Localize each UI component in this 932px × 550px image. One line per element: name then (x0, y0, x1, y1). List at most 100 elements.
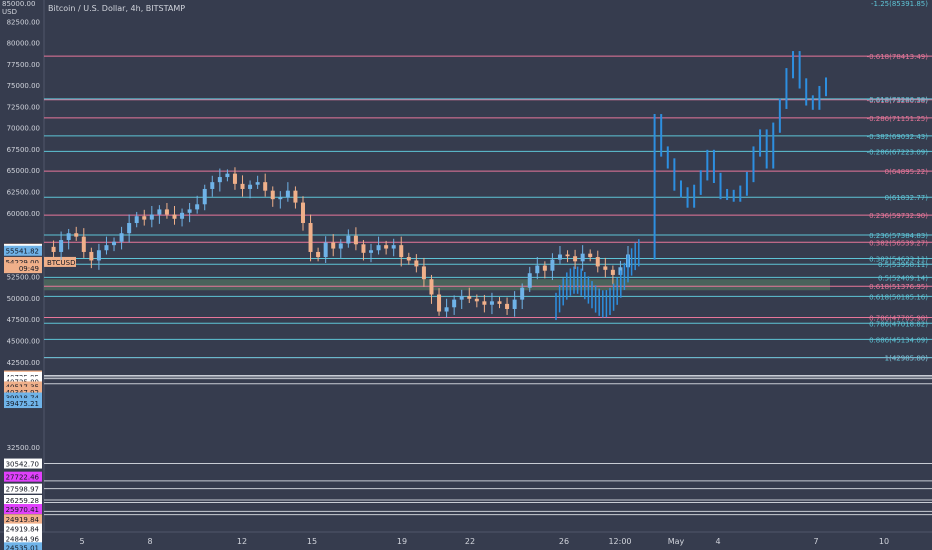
price-tag (4, 514, 42, 525)
fib-label-pink: 0.618(51376.95) (869, 283, 928, 291)
candle-body (134, 216, 139, 224)
y-tick-label: 50000.00 (7, 295, 40, 303)
x-tick-label: 26 (559, 537, 569, 546)
candle-body (202, 188, 207, 205)
fib-label-cyan: 0.5(53958.11) (878, 261, 928, 269)
candle-body (361, 244, 366, 253)
price-tag (4, 495, 42, 506)
price-tag (4, 533, 42, 544)
candle-body (248, 184, 253, 189)
candle-body (96, 250, 101, 261)
axis-currency-label: 85000.00 USD (2, 0, 36, 16)
candle-body (157, 209, 162, 215)
ticker-label: BTCUSD (47, 259, 76, 267)
candle-body (149, 214, 154, 220)
candle-body (338, 243, 343, 249)
candle-body (369, 250, 374, 253)
price-tag-label: 25970.41 (6, 506, 39, 514)
fib-label-cyan: -0.618(73280.38) (867, 96, 929, 104)
fib-label-pink: 0.786(47705.98) (869, 314, 928, 322)
candle-body (180, 212, 185, 219)
candle-body (89, 251, 94, 261)
x-tick-label: 8 (147, 537, 152, 546)
y-tick-label: 60000.00 (7, 210, 40, 218)
fib-label-cyan: 0.618(50185.16) (869, 293, 928, 301)
y-tick-label: 70000.00 (7, 125, 40, 133)
x-tick-label: 12:00 (608, 537, 631, 546)
price-tag-label: 24844.96 (6, 535, 40, 543)
candle-body (300, 202, 305, 224)
price-tag-label: 24535.01 (6, 544, 39, 550)
candle-body (580, 253, 585, 262)
candle-body (225, 173, 230, 178)
fib-label-cyan: 0.786(47018.82) (869, 320, 928, 328)
price-tag (4, 392, 42, 403)
fib-label-pink: -0.618(78413.49) (867, 53, 929, 61)
chart-title: Bitcoin / U.S. Dollar, 4h, BITSTAMP (48, 4, 186, 13)
candle-body (489, 301, 494, 305)
candle-body (119, 233, 124, 242)
candle-body (353, 235, 358, 245)
candle-body (210, 182, 215, 189)
candle-body (391, 245, 396, 249)
y-tick-label: 47500.00 (7, 316, 40, 324)
candle-body (285, 190, 290, 198)
price-tag-label: 24919.84 (6, 526, 40, 534)
y-tick-label: 72500.00 (7, 103, 40, 111)
candle-body (595, 257, 600, 267)
candle-body (112, 241, 117, 246)
candle-body (459, 296, 464, 300)
price-tag-label: 54229.00 (6, 259, 39, 267)
y-tick-label: 45000.00 (7, 337, 40, 345)
price-tag (4, 263, 42, 274)
candle-body (316, 251, 321, 258)
price-tag-label: 55541.82 (6, 248, 39, 256)
candle-body (505, 303, 510, 309)
candle-body (384, 245, 389, 249)
price-tag (4, 542, 42, 550)
x-tick-label: 19 (397, 537, 407, 546)
x-tick-label: 5 (79, 537, 84, 546)
x-tick-label: 12 (237, 537, 247, 546)
price-tag (4, 386, 42, 397)
candle-body (127, 223, 132, 234)
y-tick-label: 67500.00 (7, 146, 40, 154)
x-tick-label: 4 (715, 537, 720, 546)
x-tick-label: 15 (307, 537, 317, 546)
x-tick-label: May (668, 537, 685, 546)
price-tag-label: 27722.46 (6, 474, 40, 482)
candle-body (376, 245, 381, 251)
fib-label-pink: -0.618(73280.38) (867, 97, 929, 105)
support-zone (44, 279, 830, 291)
price-tag (4, 398, 42, 409)
candle-body (255, 182, 260, 185)
fib-label-cyan: -0.382(69032.43) (867, 133, 929, 141)
price-tag (4, 483, 42, 494)
candle-body (270, 190, 275, 200)
fib-label-cyan: 0.886(45134.09) (869, 336, 928, 344)
candle-body (232, 173, 237, 184)
fib-label-cyan: -0.286(67223.09) (867, 148, 929, 156)
price-tag-label: 39475.21 (6, 400, 39, 408)
candle-body (59, 240, 64, 252)
candle-body (195, 204, 200, 210)
price-tag (4, 381, 42, 392)
y-axis-panel (0, 0, 44, 550)
price-tag-label: 27598.97 (6, 486, 39, 494)
candle-body (542, 265, 547, 271)
x-tick-label: 10 (879, 537, 889, 546)
candle-body (467, 296, 472, 299)
candle-body (399, 245, 404, 258)
price-tag-label: 26259.28 (6, 497, 39, 505)
candle-body (172, 214, 177, 219)
fib-label-pink: 1(42985.80) (885, 355, 929, 363)
candle-body (429, 279, 434, 295)
price-tag-label: 24919.84 (6, 516, 40, 524)
candle-body (323, 242, 328, 258)
price-tag (4, 471, 42, 482)
candle-body (482, 301, 487, 305)
y-tick-label: 77500.00 (7, 61, 40, 69)
candle-body (588, 253, 593, 258)
ticker-badge (44, 256, 76, 267)
